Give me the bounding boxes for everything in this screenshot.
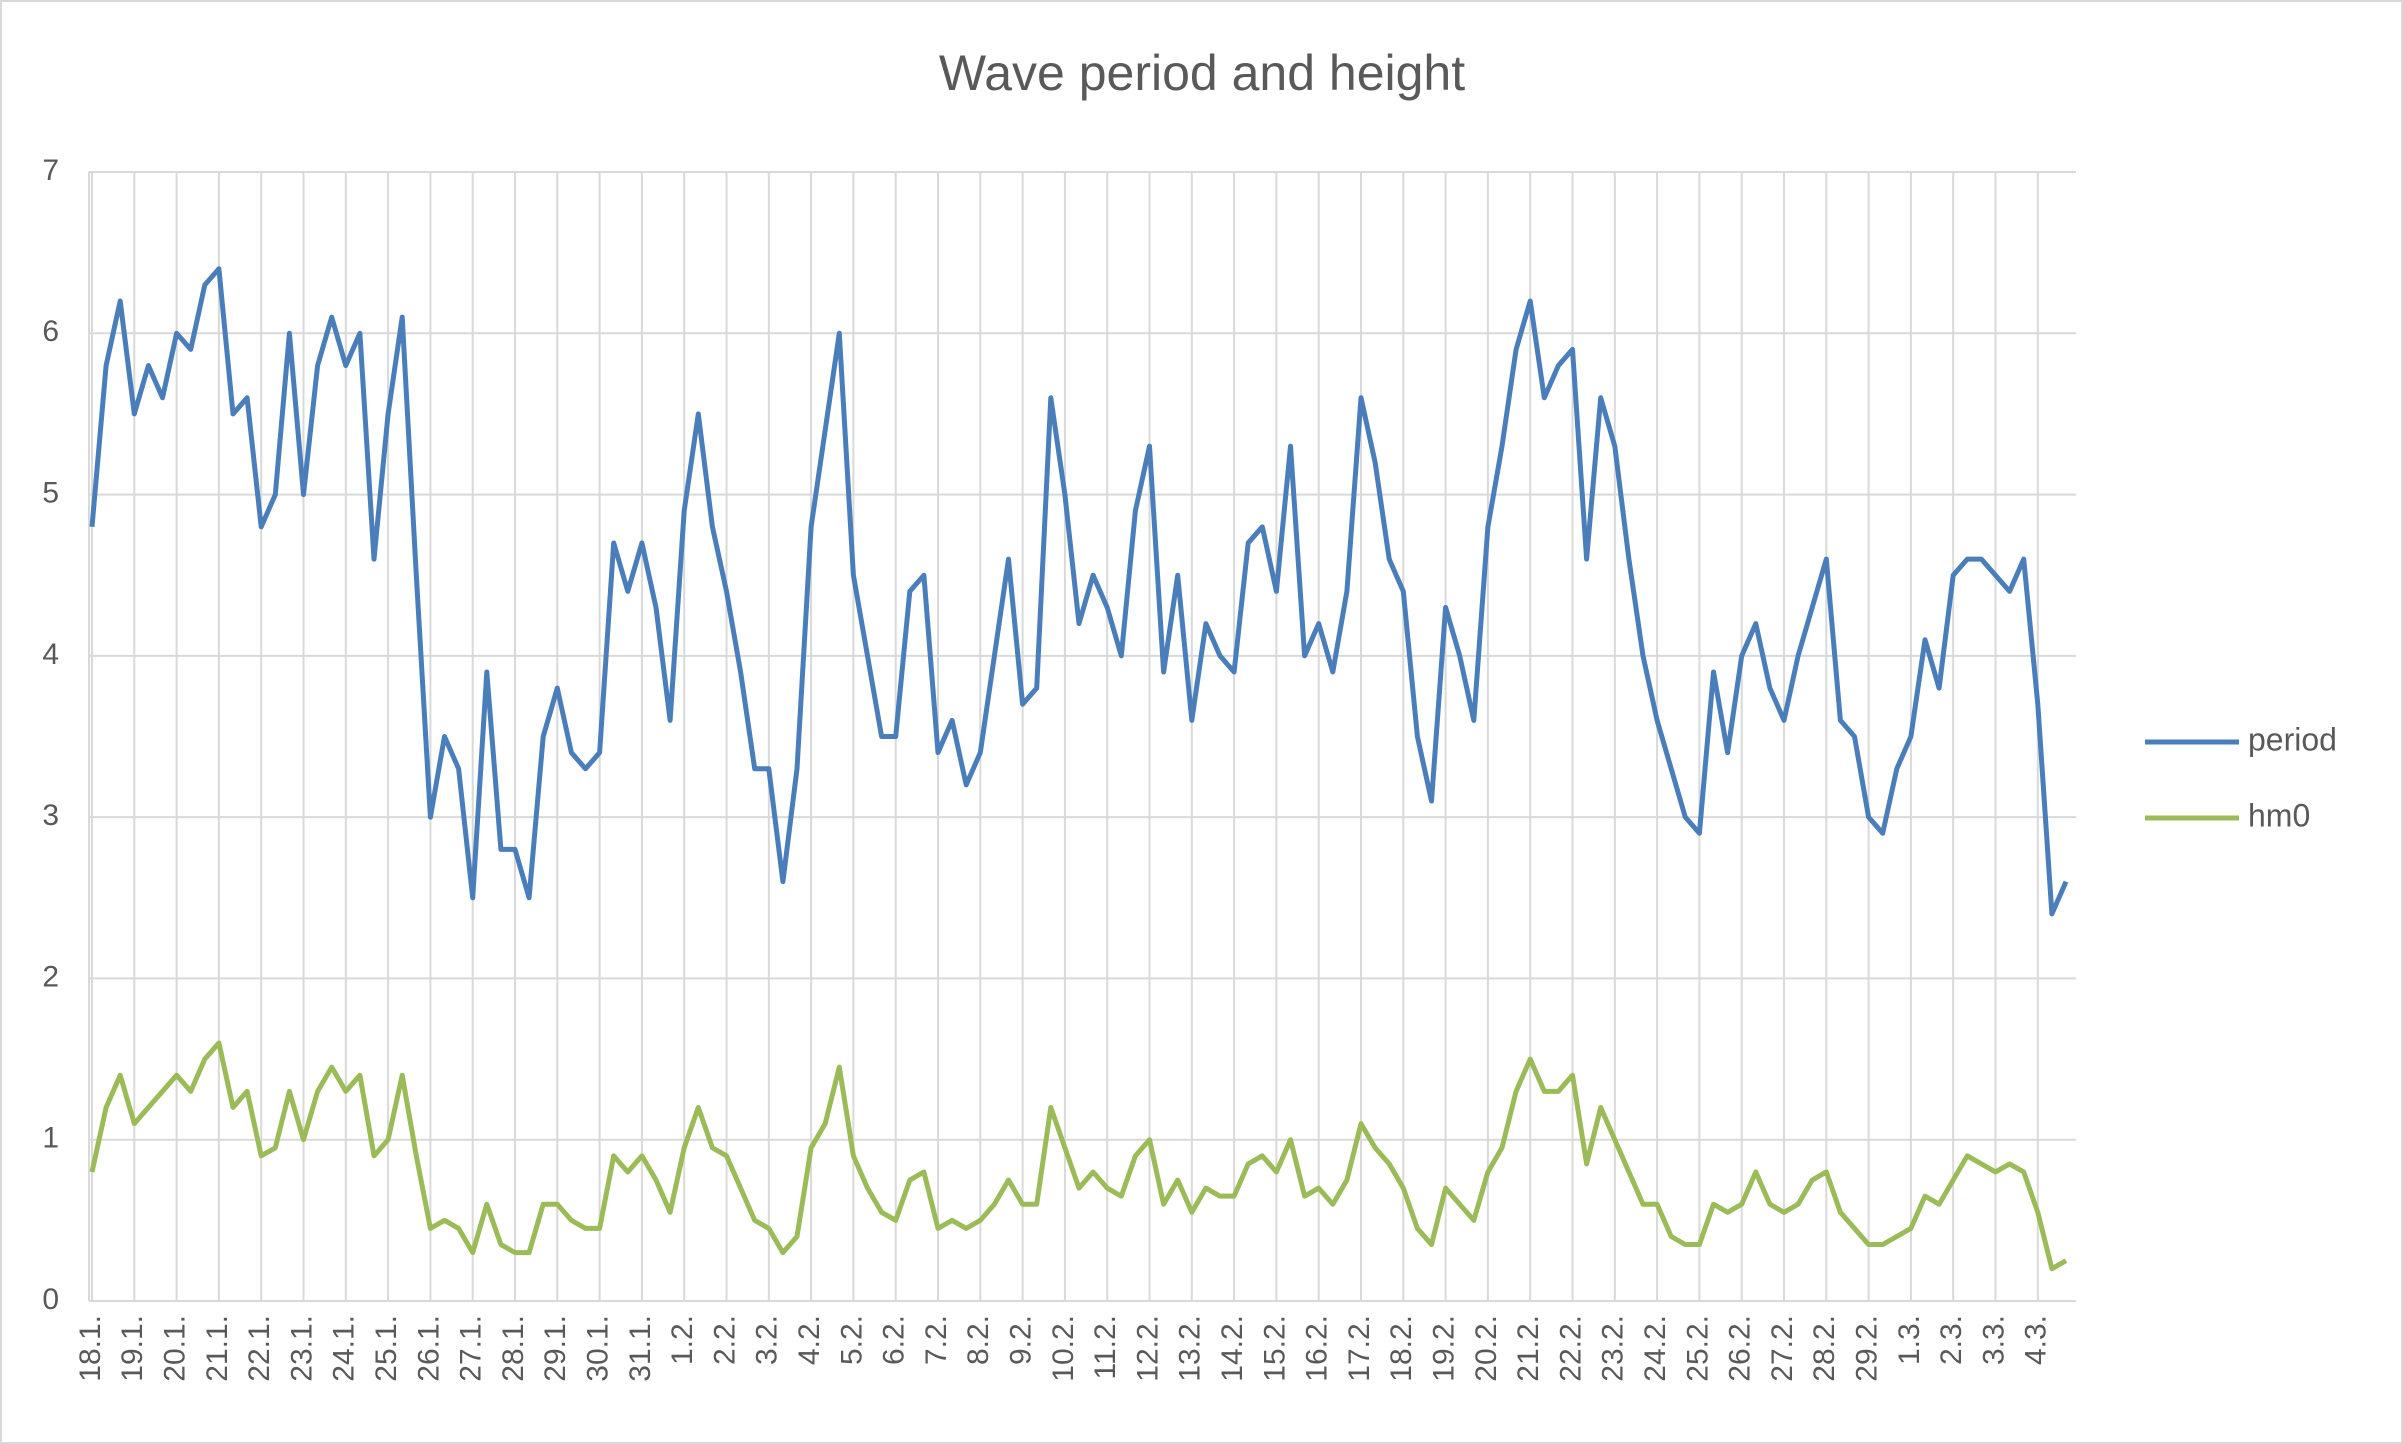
y-tick-label: 5: [42, 476, 59, 509]
x-tick-label: 5.2.: [835, 1315, 868, 1365]
x-tick-label: 17.2.: [1343, 1315, 1376, 1382]
x-tick-label: 18.1.: [74, 1315, 107, 1382]
x-tick-label: 11.2.: [1089, 1315, 1122, 1380]
x-tick-label: 20.1.: [159, 1315, 192, 1382]
x-tick-label: 7.2.: [920, 1315, 953, 1365]
chart-title: Wave period and height: [939, 45, 1465, 101]
x-tick-label: 18.2.: [1385, 1315, 1418, 1382]
y-tick-label: 7: [42, 154, 59, 187]
x-tick-label: 27.1.: [455, 1315, 488, 1382]
x-tick-label: 23.2.: [1597, 1315, 1630, 1382]
x-tick-label: 31.1.: [624, 1315, 657, 1382]
x-tick-label: 6.2.: [878, 1315, 911, 1365]
x-tick-label: 19.1.: [116, 1315, 149, 1382]
x-tick-label: 28.1.: [497, 1315, 530, 1382]
x-tick-label: 1.2.: [666, 1315, 699, 1365]
x-tick-label: 13.2.: [1174, 1315, 1207, 1382]
x-tick-label: 22.1.: [243, 1315, 276, 1382]
x-tick-label: 25.2.: [1681, 1315, 1714, 1382]
y-tick-label: 6: [42, 315, 59, 348]
x-tick-label: 1.3.: [1893, 1315, 1926, 1365]
x-tick-label: 25.1.: [370, 1315, 403, 1382]
y-tick-label: 1: [42, 1122, 59, 1155]
x-tick-label: 2.2.: [708, 1315, 741, 1365]
x-tick-label: 29.1.: [539, 1315, 572, 1382]
series-line: [89, 1040, 2068, 1272]
legend-label: period: [2248, 721, 2337, 757]
x-tick-label: 15.2.: [1258, 1315, 1291, 1382]
x-tick-label: 16.2.: [1301, 1315, 1334, 1382]
x-tick-label: 27.2.: [1766, 1315, 1799, 1382]
x-tick-label: 4.3.: [2020, 1315, 2053, 1365]
legend-label: hm0: [2248, 797, 2310, 833]
y-tick-label: 0: [42, 1283, 59, 1316]
x-tick-label: 21.1.: [201, 1315, 234, 1382]
x-tick-label: 29.2.: [1851, 1315, 1884, 1382]
series-line: [89, 266, 2069, 917]
x-tick-label: 30.1.: [582, 1315, 615, 1382]
x-tick-label: 4.2.: [793, 1315, 826, 1365]
x-tick-label: 28.2.: [1808, 1315, 1841, 1382]
x-tick-label: 23.1.: [285, 1315, 318, 1382]
x-tick-label: 22.2.: [1554, 1315, 1587, 1382]
x-tick-label: 20.2.: [1470, 1315, 1503, 1382]
x-tick-label: 12.2.: [1131, 1315, 1164, 1382]
x-tick-label: 3.3.: [1977, 1315, 2010, 1365]
x-tick-label: 10.2.: [1047, 1315, 1080, 1382]
x-tick-label: 21.2.: [1512, 1315, 1545, 1382]
x-tick-label: 26.1.: [412, 1315, 445, 1382]
x-tick-label: 24.1.: [328, 1315, 361, 1382]
y-tick-label: 4: [42, 638, 59, 671]
x-tick-label: 26.2.: [1724, 1315, 1757, 1382]
x-tick-label: 2.3.: [1935, 1315, 1968, 1365]
x-tick-label: 3.2.: [751, 1315, 784, 1365]
y-tick-label: 2: [42, 960, 59, 993]
y-tick-label: 3: [42, 799, 59, 832]
x-tick-label: 8.2.: [962, 1315, 995, 1365]
x-tick-label: 19.2.: [1428, 1315, 1461, 1382]
x-tick-label: 24.2.: [1639, 1315, 1672, 1382]
x-tick-label: 9.2.: [1005, 1315, 1038, 1365]
x-tick-label: 14.2.: [1216, 1315, 1249, 1382]
